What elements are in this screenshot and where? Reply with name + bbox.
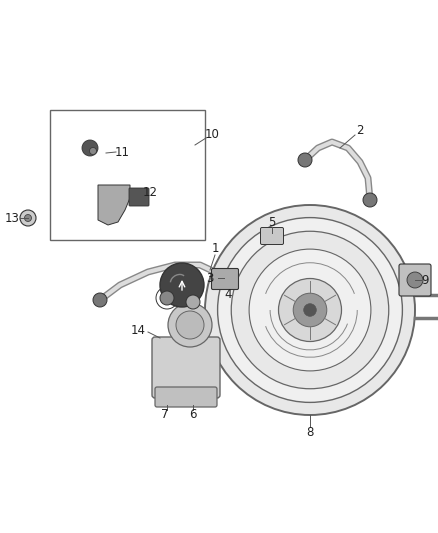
Circle shape (293, 293, 327, 327)
FancyBboxPatch shape (129, 188, 149, 206)
Text: 10: 10 (205, 128, 219, 141)
Text: 4: 4 (224, 288, 232, 302)
FancyBboxPatch shape (399, 264, 431, 296)
Circle shape (93, 293, 107, 307)
Text: 1: 1 (211, 241, 219, 254)
Circle shape (25, 214, 32, 222)
Text: 2: 2 (356, 124, 364, 136)
FancyBboxPatch shape (155, 387, 217, 407)
Polygon shape (98, 185, 130, 225)
Text: 9: 9 (421, 273, 429, 287)
Circle shape (279, 279, 342, 342)
Circle shape (160, 291, 174, 305)
Circle shape (298, 153, 312, 167)
Circle shape (304, 304, 316, 316)
Circle shape (186, 295, 200, 309)
Circle shape (363, 193, 377, 207)
Circle shape (160, 263, 204, 307)
Text: 13: 13 (4, 212, 19, 224)
Circle shape (249, 249, 371, 371)
Text: 5: 5 (268, 215, 276, 229)
Circle shape (89, 148, 96, 155)
Circle shape (20, 210, 36, 226)
FancyBboxPatch shape (152, 337, 220, 398)
Text: 14: 14 (131, 324, 145, 336)
Circle shape (168, 303, 212, 347)
FancyBboxPatch shape (261, 228, 283, 245)
Circle shape (407, 272, 423, 288)
FancyBboxPatch shape (212, 269, 239, 289)
Text: 7: 7 (161, 408, 169, 422)
Circle shape (205, 205, 415, 415)
Circle shape (82, 140, 98, 156)
Text: 6: 6 (189, 408, 197, 422)
Text: 8: 8 (306, 425, 314, 439)
Text: 11: 11 (114, 146, 130, 158)
Text: 12: 12 (142, 185, 158, 198)
Text: 3: 3 (206, 271, 214, 285)
Circle shape (231, 231, 389, 389)
Circle shape (218, 217, 403, 402)
Circle shape (176, 311, 204, 339)
Bar (50, 110, 205, 240)
